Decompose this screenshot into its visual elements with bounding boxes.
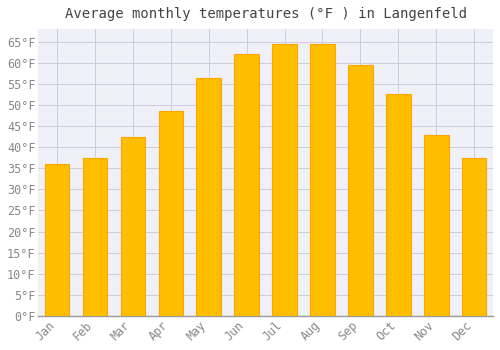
Bar xyxy=(45,164,70,316)
Bar xyxy=(234,54,259,316)
Bar xyxy=(272,44,297,316)
Bar xyxy=(120,136,146,316)
Bar xyxy=(196,78,221,316)
Bar xyxy=(83,158,108,316)
Bar xyxy=(158,111,183,316)
Bar xyxy=(348,65,372,316)
Bar xyxy=(386,94,410,316)
Title: Average monthly temperatures (°F ) in Langenfeld: Average monthly temperatures (°F ) in La… xyxy=(64,7,466,21)
Bar xyxy=(462,158,486,316)
Bar xyxy=(424,134,448,316)
Bar xyxy=(310,44,335,316)
